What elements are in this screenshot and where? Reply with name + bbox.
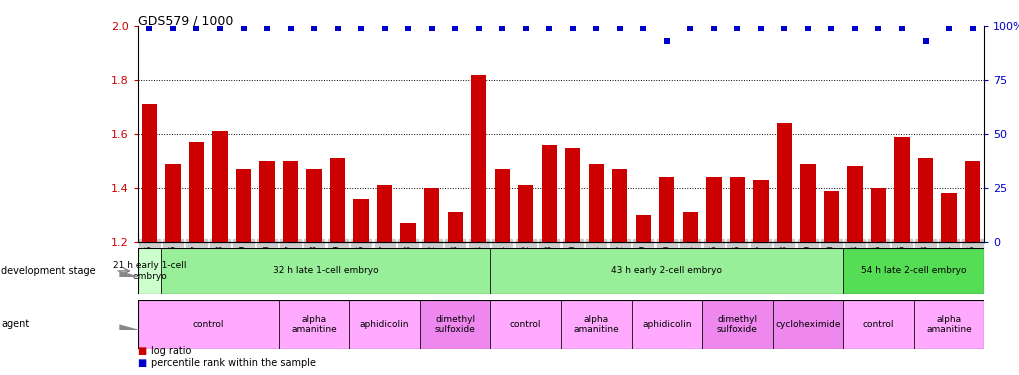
Bar bbox=[843, 248, 983, 294]
Bar bbox=[282, 161, 298, 242]
Text: dimethyl
sulfoxide: dimethyl sulfoxide bbox=[716, 315, 757, 334]
Bar bbox=[377, 185, 392, 242]
Bar bbox=[658, 177, 674, 242]
Bar bbox=[235, 169, 251, 242]
Bar bbox=[490, 248, 843, 294]
Bar bbox=[212, 131, 227, 242]
Text: dimethyl
sulfoxide: dimethyl sulfoxide bbox=[434, 315, 475, 334]
Bar bbox=[682, 212, 697, 242]
Polygon shape bbox=[119, 271, 140, 282]
Bar bbox=[776, 123, 792, 242]
Bar bbox=[964, 161, 979, 242]
Bar bbox=[729, 177, 744, 242]
Bar bbox=[635, 215, 650, 242]
Text: ■: ■ bbox=[138, 346, 150, 356]
Bar bbox=[165, 164, 180, 242]
Text: 32 h late 1-cell embryo: 32 h late 1-cell embryo bbox=[273, 266, 378, 275]
Text: alpha
amanitine: alpha amanitine bbox=[925, 315, 971, 334]
Bar bbox=[306, 169, 321, 242]
Bar bbox=[847, 166, 862, 242]
Bar bbox=[142, 104, 157, 242]
Bar bbox=[705, 177, 720, 242]
Bar bbox=[348, 300, 420, 349]
Bar bbox=[490, 300, 560, 349]
Bar bbox=[894, 137, 909, 242]
Bar bbox=[138, 248, 161, 294]
Bar bbox=[189, 142, 204, 242]
Bar bbox=[565, 147, 580, 242]
Bar bbox=[913, 300, 983, 349]
Bar bbox=[278, 300, 348, 349]
Bar bbox=[560, 300, 631, 349]
Bar bbox=[354, 199, 369, 242]
Bar bbox=[631, 300, 701, 349]
Text: ■: ■ bbox=[138, 358, 150, 368]
Text: alpha
amanitine: alpha amanitine bbox=[290, 315, 336, 334]
Bar bbox=[917, 158, 932, 242]
Text: percentile rank within the sample: percentile rank within the sample bbox=[151, 358, 316, 368]
Bar bbox=[941, 194, 956, 242]
Text: 21 h early 1-cell
embryo: 21 h early 1-cell embryo bbox=[112, 261, 186, 280]
Bar bbox=[424, 188, 439, 242]
Bar bbox=[518, 185, 533, 242]
Bar bbox=[752, 180, 767, 242]
Bar bbox=[588, 164, 603, 242]
Bar bbox=[400, 223, 416, 242]
Text: aphidicolin: aphidicolin bbox=[360, 320, 409, 329]
Text: cycloheximide: cycloheximide bbox=[774, 320, 840, 329]
Bar bbox=[329, 158, 344, 242]
Bar bbox=[870, 188, 886, 242]
Bar bbox=[772, 300, 843, 349]
Bar bbox=[161, 248, 490, 294]
Text: agent: agent bbox=[1, 320, 30, 329]
Bar bbox=[494, 169, 510, 242]
Bar bbox=[800, 164, 815, 242]
Polygon shape bbox=[119, 324, 140, 336]
Text: aphidicolin: aphidicolin bbox=[641, 320, 691, 329]
Bar bbox=[259, 161, 274, 242]
Text: control: control bbox=[862, 320, 894, 329]
Bar bbox=[701, 300, 772, 349]
Text: development stage: development stage bbox=[1, 266, 96, 276]
Text: 43 h early 2-cell embryo: 43 h early 2-cell embryo bbox=[610, 266, 721, 275]
Bar bbox=[541, 145, 556, 242]
Bar bbox=[611, 169, 627, 242]
Text: log ratio: log ratio bbox=[151, 346, 192, 356]
Bar bbox=[471, 75, 486, 242]
Bar bbox=[823, 190, 839, 242]
Text: control: control bbox=[193, 320, 224, 329]
Text: alpha
amanitine: alpha amanitine bbox=[573, 315, 619, 334]
Bar bbox=[420, 300, 490, 349]
Text: control: control bbox=[510, 320, 541, 329]
Bar bbox=[447, 212, 463, 242]
Text: GDS579 / 1000: GDS579 / 1000 bbox=[138, 15, 233, 28]
Bar bbox=[843, 300, 913, 349]
Text: 54 h late 2-cell embryo: 54 h late 2-cell embryo bbox=[860, 266, 966, 275]
Bar bbox=[138, 300, 278, 349]
